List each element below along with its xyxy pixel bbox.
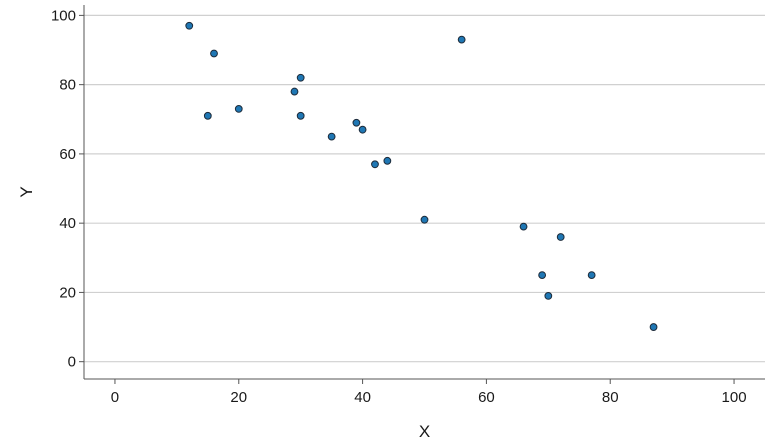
scatter-point <box>538 271 547 280</box>
scatter-point <box>420 215 429 224</box>
scatter-point <box>358 125 367 134</box>
data-points <box>185 21 658 331</box>
scatter-point <box>234 104 243 113</box>
y-tick-label: 20 <box>59 284 76 301</box>
scatter-point <box>185 21 194 30</box>
scatter-point <box>203 111 212 120</box>
scatter-point <box>544 291 553 300</box>
scatter-point <box>296 73 305 82</box>
grid-lines <box>84 14 765 363</box>
scatter-point <box>290 87 299 96</box>
axes <box>79 5 765 384</box>
y-tick-label: 80 <box>59 77 76 94</box>
x-tick-label: 20 <box>230 389 247 406</box>
scatter-point <box>371 160 379 169</box>
scatter-point <box>352 118 361 127</box>
scatter-point <box>210 49 218 58</box>
x-tick-label: 80 <box>602 389 619 406</box>
y-axis-title: Y <box>17 186 36 197</box>
x-axis-title: X <box>419 422 430 441</box>
y-tick-label: 0 <box>68 354 76 371</box>
scatter-point <box>587 271 596 280</box>
y-tick-label: 60 <box>59 146 76 163</box>
x-tick-label: 100 <box>722 389 747 406</box>
tick-labels: 0 20 40 60 80 100 0 20 40 60 80 100 <box>51 7 747 406</box>
x-tick-label: 0 <box>111 389 119 406</box>
scatter-point <box>649 323 658 331</box>
x-tick-label: 60 <box>478 389 495 406</box>
scatter-point <box>519 222 528 231</box>
y-tick-label: 40 <box>59 215 76 232</box>
x-tick-label: 40 <box>354 389 371 406</box>
scatter-point <box>457 35 466 44</box>
y-tick-label: 100 <box>51 7 76 24</box>
scatter-point <box>296 111 305 120</box>
scatter-point <box>383 156 392 165</box>
scatter-point <box>327 132 336 141</box>
scatter-point <box>556 233 565 241</box>
